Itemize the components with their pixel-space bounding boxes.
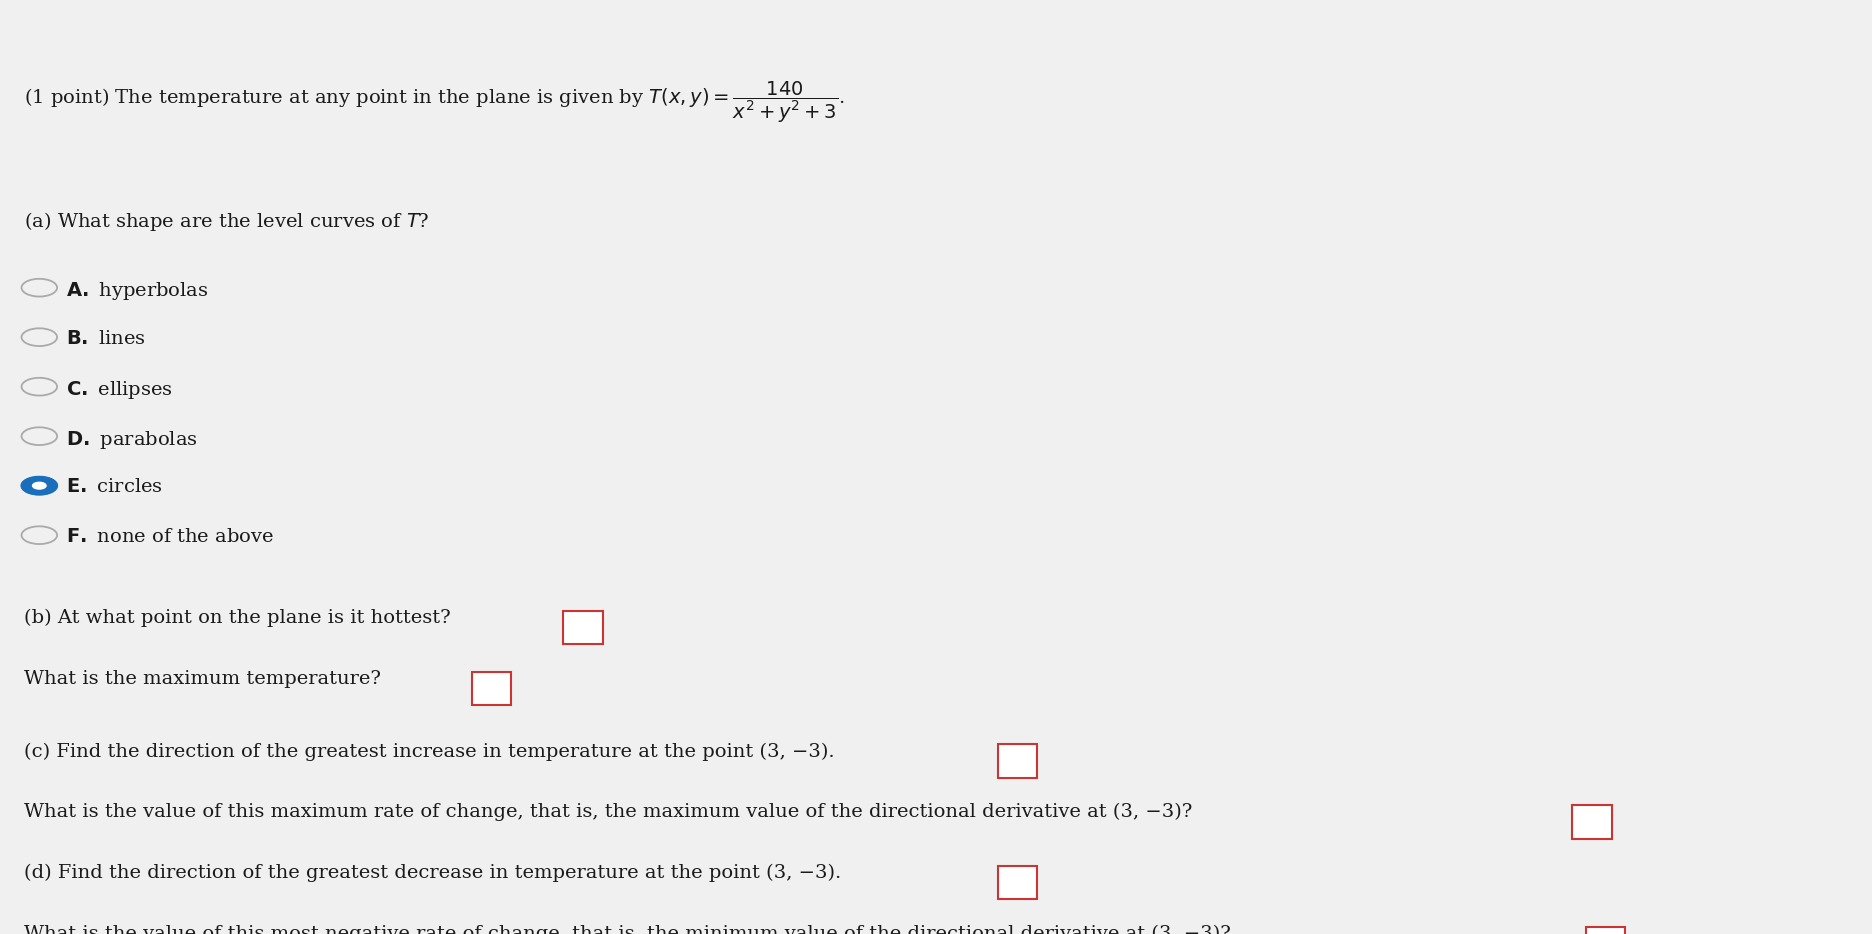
Text: What is the maximum temperature?: What is the maximum temperature?: [24, 670, 382, 687]
Text: $\bf{A.}$ hyperbolas: $\bf{A.}$ hyperbolas: [66, 280, 208, 303]
Text: (1 point) The temperature at any point in the plane is given by $T(x, y) = \dfra: (1 point) The temperature at any point i…: [24, 79, 846, 125]
Text: (a) What shape are the level curves of $T$?: (a) What shape are the level curves of $…: [24, 210, 431, 234]
Text: $\bf{E.}$ circles: $\bf{E.}$ circles: [66, 478, 163, 496]
Text: $\bf{F.}$ none of the above: $\bf{F.}$ none of the above: [66, 528, 273, 545]
Text: $\bf{B.}$ lines: $\bf{B.}$ lines: [66, 330, 146, 347]
Text: $\bf{C.}$ ellipses: $\bf{C.}$ ellipses: [66, 379, 172, 402]
Text: (b) At what point on the plane is it hottest?: (b) At what point on the plane is it hot…: [24, 609, 451, 628]
Text: What is the value of this most negative rate of change, that is, the minimum val: What is the value of this most negative …: [24, 925, 1232, 934]
Text: (c) Find the direction of the greatest increase in temperature at the point (3, : (c) Find the direction of the greatest i…: [24, 743, 835, 761]
Text: (d) Find the direction of the greatest decrease in temperature at the point (3, : (d) Find the direction of the greatest d…: [24, 864, 842, 883]
Text: $\bf{D.}$ parabolas: $\bf{D.}$ parabolas: [66, 429, 197, 451]
Text: What is the value of this maximum rate of change, that is, the maximum value of : What is the value of this maximum rate o…: [24, 803, 1192, 822]
